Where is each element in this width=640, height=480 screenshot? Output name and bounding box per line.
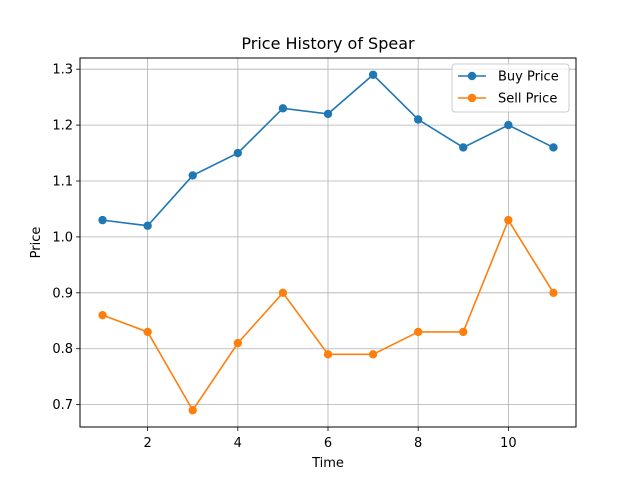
buy-price-point <box>549 143 558 152</box>
x-tick-label: 8 <box>414 436 422 451</box>
legend: Buy Price Sell Price <box>451 63 570 113</box>
y-tick-label: 0.9 <box>52 286 73 301</box>
x-tick-label: 4 <box>234 436 242 451</box>
sell-price-point <box>188 406 197 415</box>
y-tick-label: 1.2 <box>52 119 73 134</box>
x-tick-label: 6 <box>324 436 332 451</box>
legend-sell-price-marker <box>467 93 477 103</box>
sell-price-point <box>413 327 423 337</box>
sell-price-point <box>459 327 468 337</box>
y-axis-label: Price <box>29 227 44 259</box>
legend-sell-price-label: Sell Price <box>498 92 557 107</box>
legend-buy-price-label: Buy Price <box>498 70 559 85</box>
sell-price-point <box>368 350 378 359</box>
sell-price-point <box>233 338 243 348</box>
sell-price-point <box>143 327 152 337</box>
buy-price-point <box>459 143 468 152</box>
sell-price-point <box>278 288 288 298</box>
y-tick-label: 1.3 <box>52 63 73 78</box>
x-axis: 2 4 6 8 10 <box>143 427 517 451</box>
buy-price-point <box>98 215 107 225</box>
buy-price-point <box>233 148 243 158</box>
sell-price-point <box>504 215 513 225</box>
buy-price-point <box>278 104 288 113</box>
chart-title: Price History of Spear <box>241 34 415 53</box>
sell-price-point <box>98 310 107 320</box>
legend-buy-price-marker <box>467 71 477 81</box>
sell-price-point <box>549 288 558 298</box>
buy-price-point <box>504 120 513 130</box>
y-tick-label: 1.1 <box>52 175 73 190</box>
grid-lines <box>80 58 576 427</box>
sell-price-point <box>323 350 333 359</box>
x-tick-label: 10 <box>500 436 517 451</box>
series-layer <box>98 70 558 415</box>
y-tick-label: 0.7 <box>52 398 73 413</box>
x-tick-label: 2 <box>143 436 151 451</box>
x-axis-label: Time <box>311 456 344 471</box>
y-tick-label: 0.8 <box>52 342 73 357</box>
buy-price-point <box>368 70 378 79</box>
y-tick-label: 1.0 <box>52 230 73 245</box>
buy-price-point <box>143 221 152 230</box>
y-axis: 0.7 0.8 0.9 1.0 1.1 1.2 1.3 <box>52 63 80 413</box>
buy-price-point <box>413 115 423 124</box>
buy-price-point <box>188 171 197 180</box>
buy-price-point <box>323 109 333 119</box>
